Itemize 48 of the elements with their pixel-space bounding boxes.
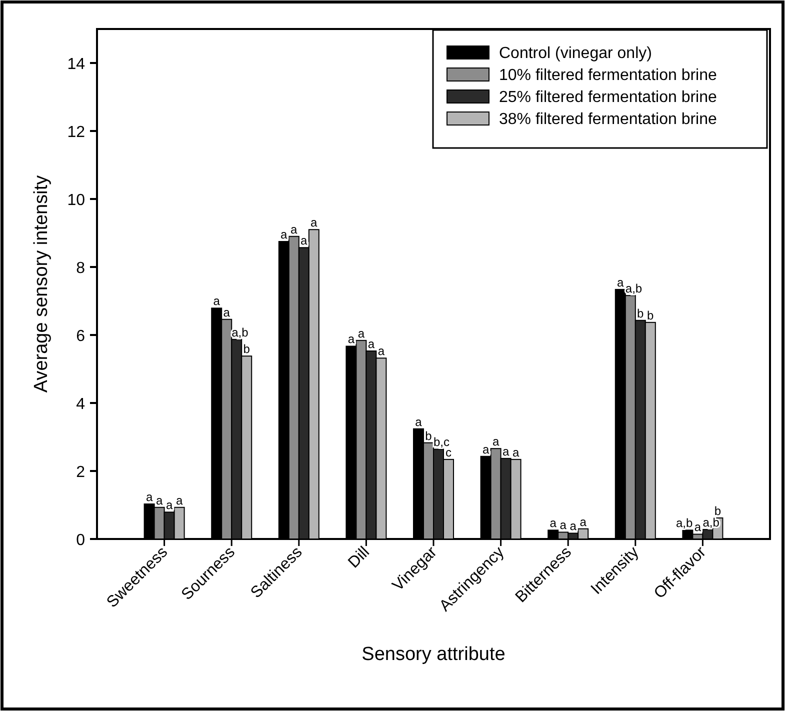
data-label: a,b	[232, 325, 249, 340]
data-label: a,b	[625, 282, 642, 296]
x-axis-title: Sensory attribute	[362, 644, 506, 665]
y-tick-label: 10	[67, 192, 86, 209]
y-tick-label: 4	[76, 396, 86, 413]
legend-label: Control (vinegar only)	[499, 45, 652, 62]
data-label: a	[570, 519, 577, 534]
y-tick-label: 2	[76, 464, 86, 481]
data-label: b	[637, 306, 644, 320]
y-tick-label: 14	[67, 56, 86, 73]
data-label: a	[617, 275, 624, 290]
x-tick-label: Dill	[345, 544, 374, 572]
data-label: a	[482, 442, 490, 456]
data-label: a	[512, 445, 520, 460]
legend-label: 38% filtered fermentation brine	[499, 111, 717, 128]
data-label: a	[368, 336, 375, 351]
data-label: a	[415, 414, 422, 429]
data-label: a	[310, 216, 318, 230]
legend-label: 25% filtered fermentation brine	[499, 89, 717, 106]
y-axis-title: Average sensory intensity	[31, 174, 52, 393]
y-tick-label: 8	[76, 260, 86, 277]
legend-label: 10% filtered fermentation brine	[499, 67, 717, 84]
data-label: b	[243, 342, 250, 356]
data-label: a	[580, 514, 587, 529]
data-label: a	[502, 444, 510, 458]
data-label: a	[358, 326, 365, 340]
data-label: a	[166, 498, 173, 512]
data-label: a	[280, 228, 288, 242]
data-label: a	[348, 332, 355, 346]
data-label: a	[300, 234, 308, 248]
data-label: a	[176, 493, 183, 508]
data-label: a	[223, 305, 230, 320]
data-label: a	[550, 516, 557, 530]
y-tick-label: 6	[76, 328, 86, 345]
data-label: a	[213, 294, 220, 308]
data-label: a	[492, 434, 500, 449]
data-label: b	[714, 504, 722, 518]
data-label: a	[378, 344, 385, 358]
data-label: a,b	[676, 516, 694, 530]
data-label: a	[694, 520, 702, 534]
data-label: b	[425, 428, 432, 443]
y-tick-label: 0	[76, 532, 86, 549]
data-label: a	[156, 493, 163, 508]
y-tick-label: 12	[67, 124, 86, 141]
data-label: a	[560, 518, 567, 532]
data-label: b	[647, 308, 654, 322]
data-label: a	[146, 490, 153, 504]
data-label: a	[290, 222, 298, 236]
